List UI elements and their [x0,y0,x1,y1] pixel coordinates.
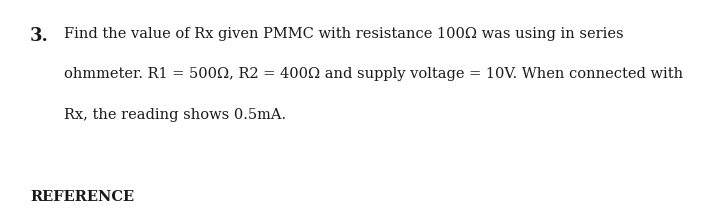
Text: Find the value of Rx given PMMC with resistance 100Ω was using in series: Find the value of Rx given PMMC with res… [64,27,624,40]
Text: Rx, the reading shows 0.5mA.: Rx, the reading shows 0.5mA. [64,108,286,122]
Text: 3.: 3. [30,27,49,44]
Text: REFERENCE: REFERENCE [30,190,134,204]
Text: ohmmeter. R1 = 500Ω, R2 = 400Ω and supply voltage = 10V. When connected with: ohmmeter. R1 = 500Ω, R2 = 400Ω and suppl… [64,67,684,81]
